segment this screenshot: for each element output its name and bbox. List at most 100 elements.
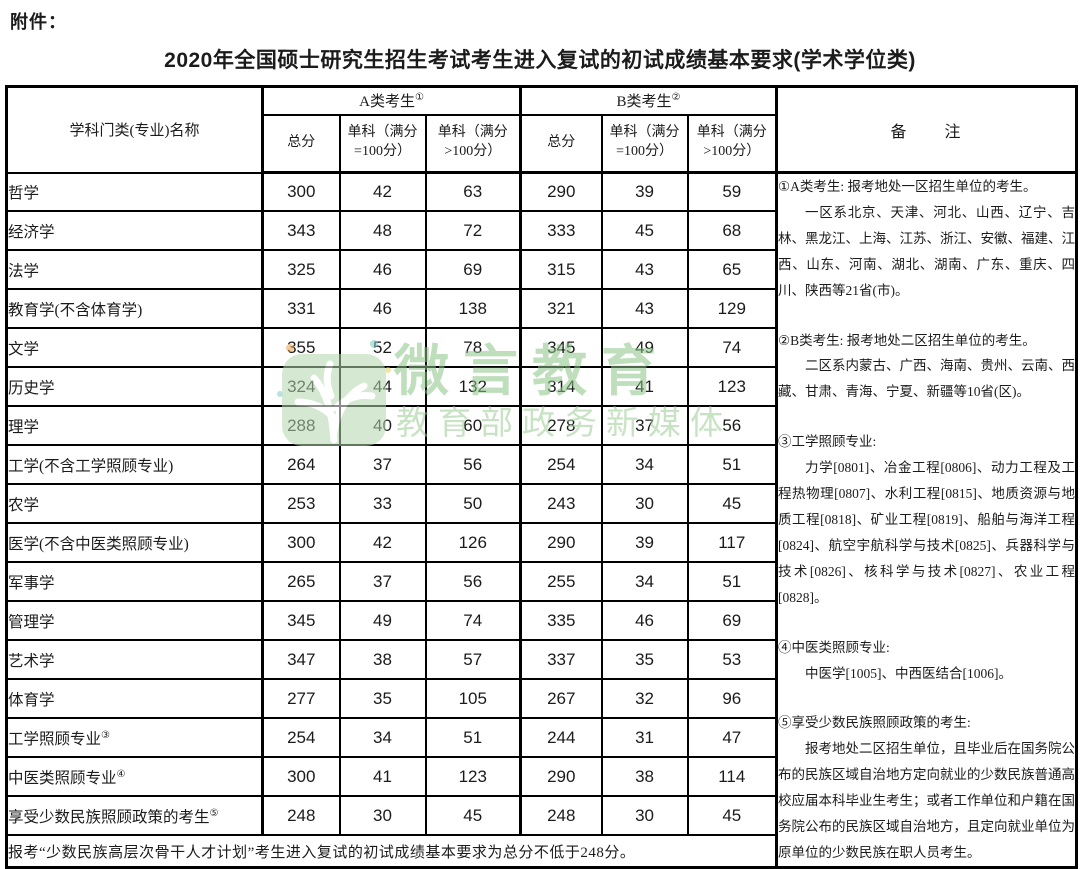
score-cell: 255 (519, 561, 603, 603)
table-row: 艺术学 347 38 57 337 35 53 (5, 639, 1077, 681)
score-cell: 248 (261, 795, 341, 837)
score-cell: 337 (519, 639, 603, 681)
score-cell: 45 (424, 795, 522, 837)
score-cell: 277 (261, 678, 341, 720)
remark-paragraph: 一区系北京、天津、河北、山西、辽宁、吉林、黑龙江、上海、江苏、浙江、安徽、福建、… (778, 204, 1076, 298)
score-cell: 265 (261, 561, 341, 603)
remark-paragraph: 中医学[1005]、中西医结合[1006]。 (805, 665, 1013, 681)
score-cell: 72 (424, 210, 522, 252)
score-cell: 248 (519, 795, 603, 837)
table-row: 教育学(不含体育学) 331 46 138 321 43 129 (5, 288, 1077, 330)
subject-name: 享受少数民族照顾政策的考生⑤ (5, 795, 264, 837)
score-cell: 56 (686, 405, 778, 447)
score-cell: 347 (261, 639, 341, 681)
column-header-group-b: B类考生② (519, 85, 778, 116)
score-cell: 46 (338, 288, 427, 330)
column-header-subject: 学科门类(专业)名称 (5, 85, 264, 174)
score-cell: 37 (338, 444, 427, 486)
subject-name: 农学 (5, 483, 264, 525)
subject-name: 体育学 (5, 678, 264, 720)
score-cell: 244 (519, 717, 603, 759)
column-header-remark: 备 注 (775, 85, 1078, 174)
score-cell: 300 (261, 756, 341, 798)
score-cell: 253 (261, 483, 341, 525)
table-row: 军事学 265 37 56 255 34 51 (5, 561, 1077, 603)
score-cell: 314 (519, 366, 603, 408)
remark-paragraph: 力学[0801]、冶金工程[0806]、动力工程及工程热物理[0807]、水利工… (778, 460, 1076, 605)
subject-name: 法学 (5, 249, 264, 291)
score-cell: 51 (686, 444, 778, 486)
column-header-b-single-gt100: 单科（满分 >100分） (686, 113, 778, 174)
score-cell: 138 (424, 288, 522, 330)
footnote-mark: ③ (101, 729, 110, 741)
score-cell: 49 (600, 327, 689, 369)
score-cell: 39 (600, 522, 689, 564)
score-cell: 59 (686, 171, 778, 213)
score-cell: 290 (519, 171, 603, 213)
score-cell: 324 (261, 366, 341, 408)
score-cell: 49 (338, 600, 427, 642)
score-cell: 117 (686, 522, 778, 564)
score-cell: 40 (338, 405, 427, 447)
subject-name: 历史学 (5, 366, 264, 408)
column-header-a-single-gt100: 单科（满分 >100分） (424, 113, 522, 174)
score-cell: 132 (424, 366, 522, 408)
table-row: 工学(不含工学照顾专业) 264 37 56 254 34 51 (5, 444, 1077, 486)
score-cell: 39 (600, 171, 689, 213)
score-cell: 30 (600, 483, 689, 525)
score-cell: 43 (600, 249, 689, 291)
group-a-footnote-mark: ① (414, 92, 424, 104)
table-row: 管理学 345 49 74 335 46 69 (5, 600, 1077, 642)
score-table: 学科门类(专业)名称 A类考生① B类考生② 备 注 总分 单科（满分 =100… (5, 85, 1079, 869)
group-b-label: B类考生 (616, 94, 672, 111)
score-cell: 47 (686, 717, 778, 759)
score-cell: 335 (519, 600, 603, 642)
subject-name: 管理学 (5, 600, 264, 642)
score-cell: 315 (519, 249, 603, 291)
score-cell: 290 (519, 756, 603, 798)
score-cell: 126 (424, 522, 522, 564)
table-row: 农学 253 33 50 243 30 45 (5, 483, 1077, 525)
score-cell: 48 (338, 210, 427, 252)
score-cell: 41 (338, 756, 427, 798)
score-cell: 290 (519, 522, 603, 564)
footnote-mark: ④ (116, 768, 126, 780)
score-cell: 42 (338, 522, 427, 564)
column-header-b-single-eq100: 单科（满分 =100分） (600, 113, 689, 174)
remark-paragraph: ③工学照顾专业: (778, 434, 877, 450)
subject-name: 哲学 (5, 171, 264, 213)
table-row: 哲学 300 42 63 290 39 59 ①A类考生: 报考地处一区招生单位的考生。 一区系… (5, 171, 1078, 869)
score-cell: 46 (338, 249, 427, 291)
score-cell: 243 (519, 483, 603, 525)
score-cell: 96 (686, 678, 778, 720)
score-cell: 300 (261, 522, 341, 564)
remarks-cell: ①A类考生: 报考地处一区招生单位的考生。 一区系北京、天津、河北、山西、辽宁、吉… (775, 171, 1078, 869)
attachment-label: 附件： (10, 12, 67, 32)
score-cell: 355 (261, 327, 341, 369)
score-cell: 45 (600, 210, 689, 252)
score-cell: 105 (424, 678, 522, 720)
score-cell: 33 (338, 483, 427, 525)
score-cell: 74 (686, 327, 778, 369)
score-cell: 288 (261, 405, 341, 447)
score-cell: 74 (424, 600, 522, 642)
score-cell: 333 (519, 210, 603, 252)
score-cell: 129 (686, 288, 778, 330)
score-cell: 34 (600, 561, 689, 603)
score-cell: 267 (519, 678, 603, 720)
subject-name: 中医类照顾专业④ (5, 756, 264, 798)
table-row: 经济学 343 48 72 333 45 68 (5, 210, 1077, 252)
remark-paragraph: ④中医类照顾专业: (778, 639, 890, 655)
subject-name: 文学 (5, 327, 264, 369)
score-cell: 42 (338, 171, 427, 213)
score-cell: 34 (600, 444, 689, 486)
score-cell: 343 (261, 210, 341, 252)
score-cell: 278 (519, 405, 603, 447)
score-cell: 264 (261, 444, 341, 486)
score-cell: 51 (686, 561, 778, 603)
score-cell: 38 (600, 756, 689, 798)
score-cell: 345 (519, 327, 603, 369)
score-cell: 69 (424, 249, 522, 291)
score-cell: 63 (424, 171, 522, 213)
score-cell: 254 (519, 444, 603, 486)
